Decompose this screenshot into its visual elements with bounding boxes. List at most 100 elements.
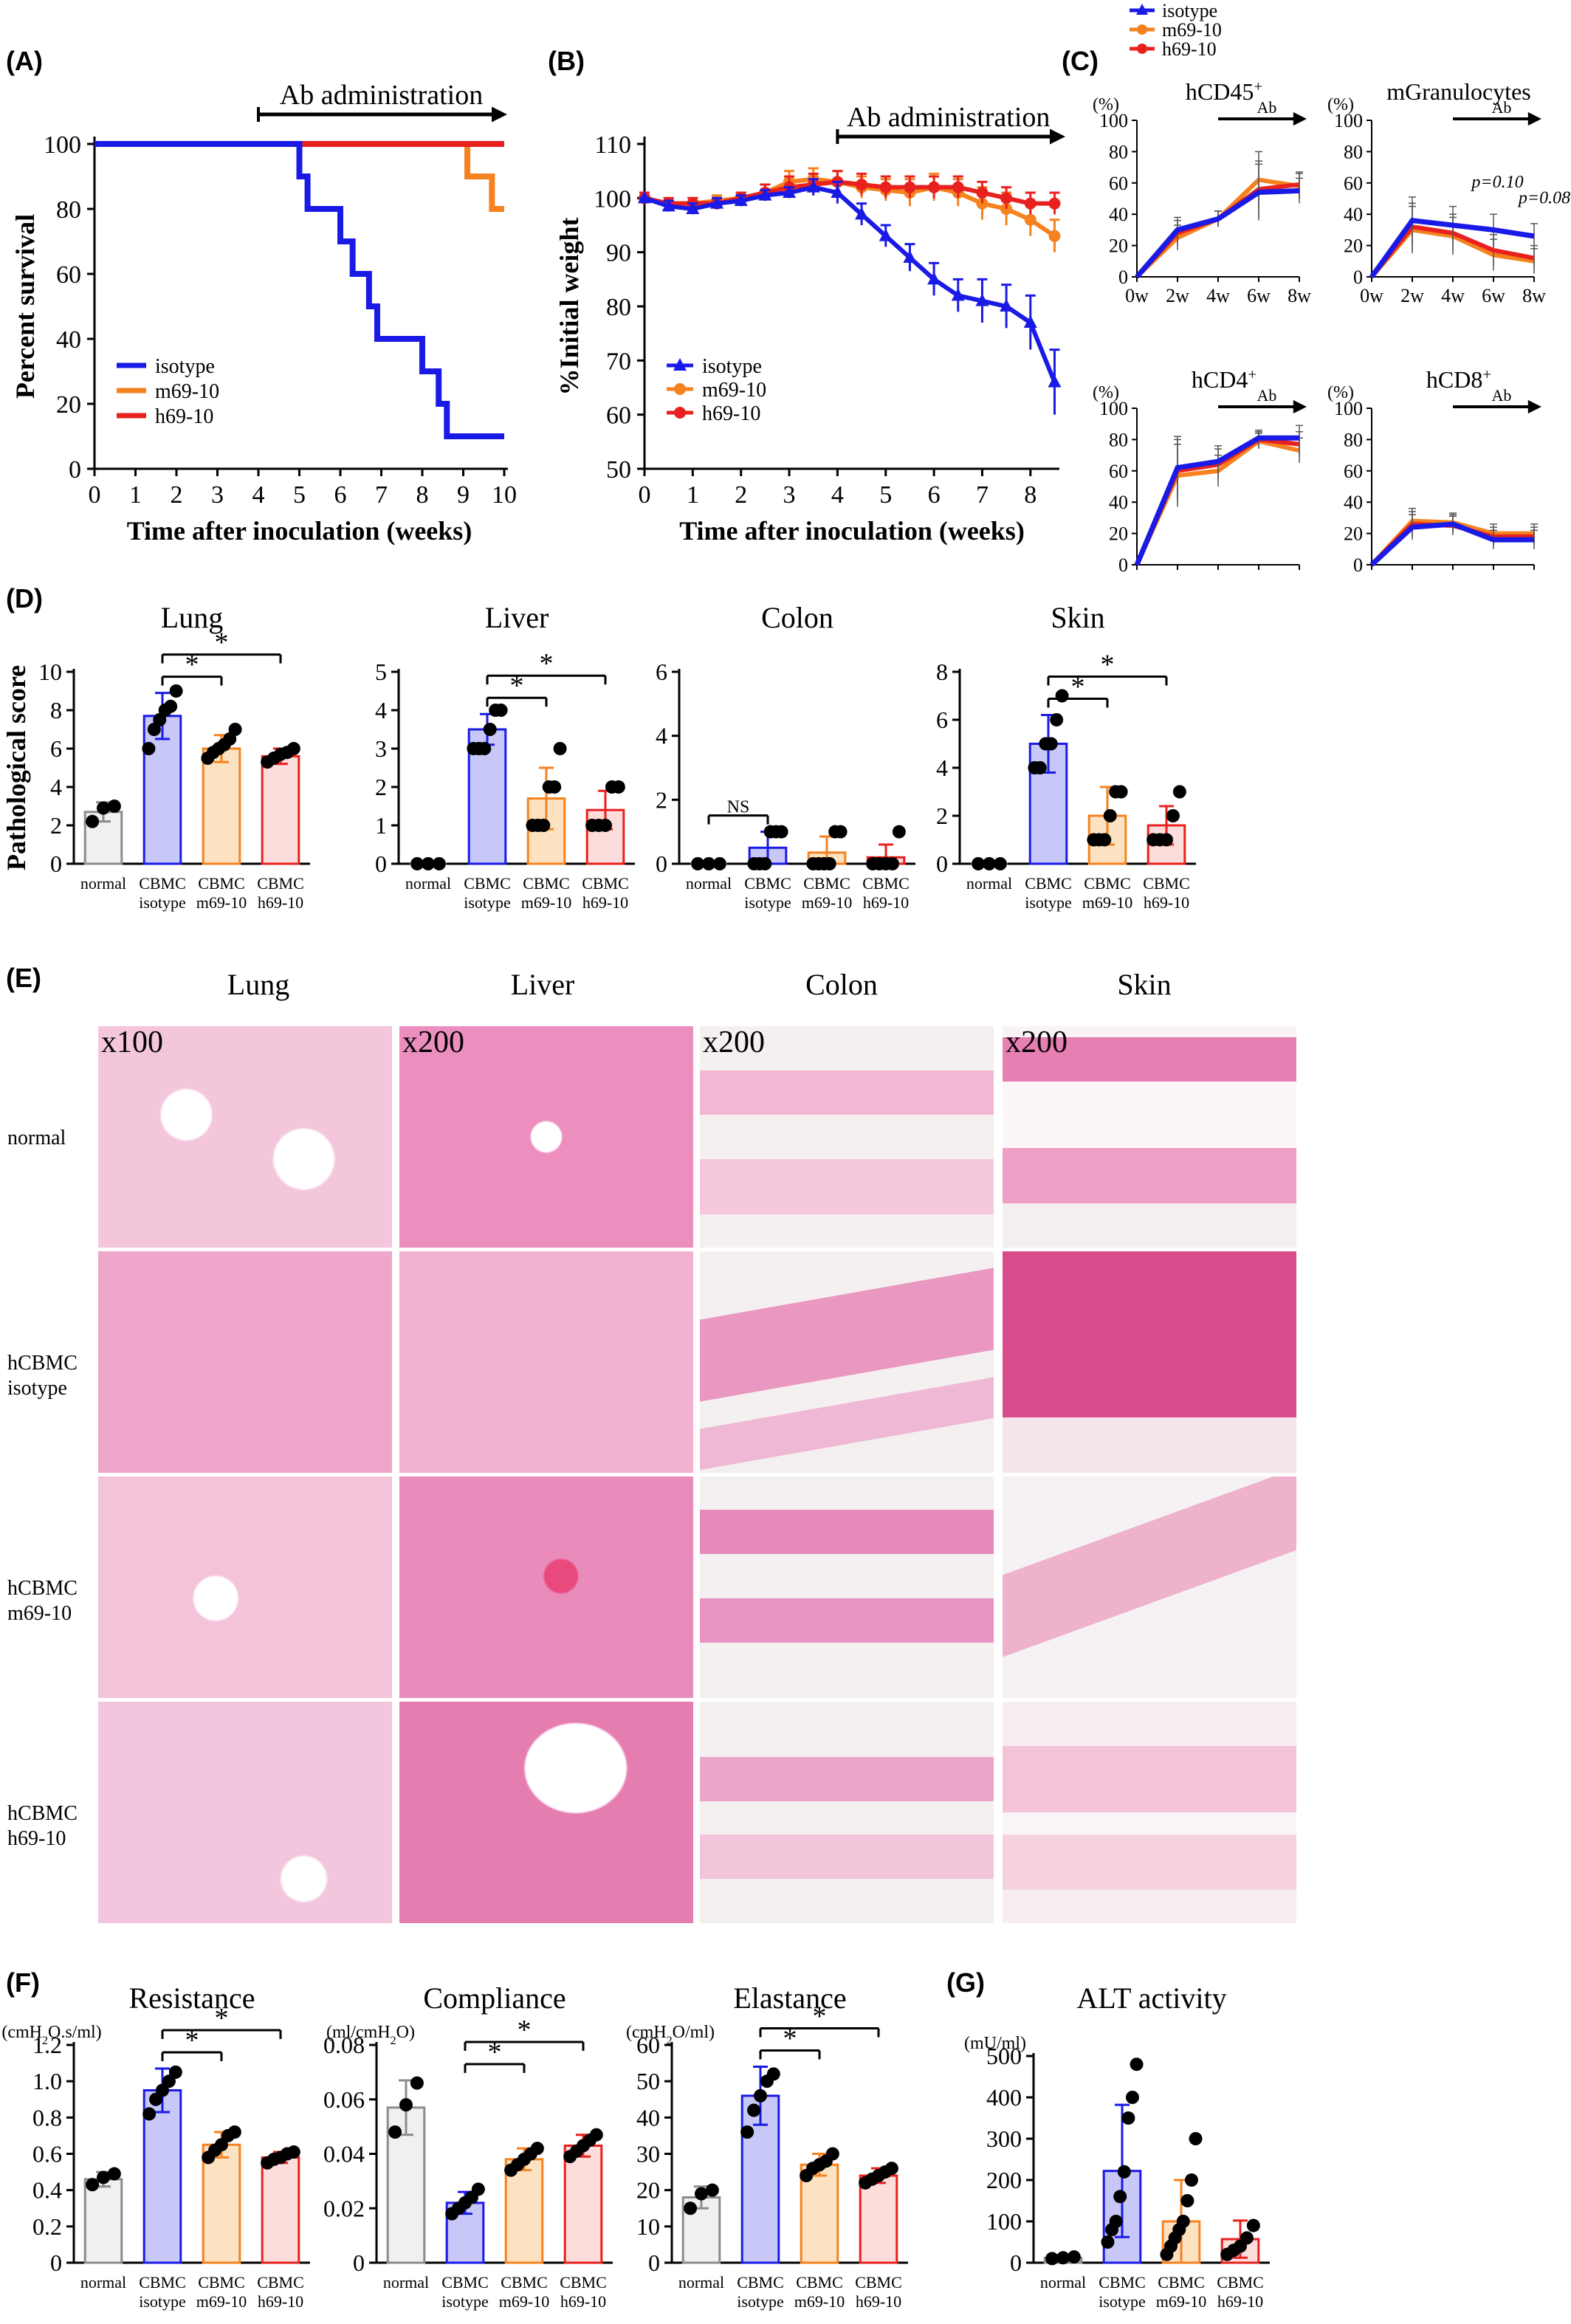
y-tick-label: 100 xyxy=(1334,110,1363,131)
annotation-label: Ab administration xyxy=(847,102,1050,133)
data-point xyxy=(410,2076,424,2090)
data-point xyxy=(951,288,965,301)
histology-row-label: normal xyxy=(7,1127,66,1149)
line-isotype xyxy=(1134,435,1299,566)
lung-function-and-alt-charts: 0 0.2 0.4 0.6 0.8 1.0 1.2 Resistance (cmH2O.s/ml… xyxy=(1,1981,1270,2311)
y-tick-label: 60 xyxy=(1109,461,1128,482)
y-tick-label: 20 xyxy=(1344,523,1363,545)
p-value-label: p=0.08 xyxy=(1517,188,1570,207)
y-axis-label: Percent survival xyxy=(10,214,40,399)
data-point xyxy=(774,825,788,839)
y-tick-label: 0 xyxy=(1118,554,1128,576)
y-tick-label: 0 xyxy=(69,456,81,484)
legend-label: m69-10 xyxy=(1162,19,1222,41)
x-tick-label: normal xyxy=(678,2273,724,2292)
data-point xyxy=(754,2088,767,2103)
y-tick-label: 80 xyxy=(1344,429,1363,450)
histology-row-label: hCBMC h69-10 xyxy=(7,1802,78,1850)
y-tick-label: 60 xyxy=(606,402,631,430)
data-point xyxy=(168,2065,182,2079)
x-tick-label: 8 xyxy=(1024,481,1037,509)
subchart-title: mGranulocytes xyxy=(1386,78,1531,105)
x-tick-label: m69-10 xyxy=(794,2292,845,2311)
data-point xyxy=(599,819,612,832)
annotation-label: Ab administration xyxy=(280,80,483,111)
data-point xyxy=(892,825,906,839)
x-tick-label: 4w xyxy=(1206,285,1230,306)
y-tick-label: 4 xyxy=(656,723,667,749)
data-point xyxy=(1166,809,1180,822)
weight-chart: 50 60 70 80 90 100 110 0 1 2 3 4 5 6 7 8 Time after inoc… xyxy=(554,102,1065,546)
chart-title: Colon xyxy=(761,601,833,634)
legend-label: h69-10 xyxy=(1162,38,1217,60)
data-point xyxy=(1189,2132,1203,2145)
data-point xyxy=(783,185,797,198)
y-tick-label: 500 xyxy=(986,2043,1022,2069)
data-point xyxy=(879,228,893,241)
y-tick-label: 1.0 xyxy=(32,2068,62,2094)
data-point xyxy=(734,193,748,206)
x-tick-label: normal xyxy=(405,874,451,893)
y-tick-label: 6 xyxy=(936,707,948,733)
data-point xyxy=(1125,2091,1139,2104)
x-tick-label: CBMC xyxy=(1143,874,1190,893)
data-point xyxy=(471,2182,485,2196)
line-h69-10 xyxy=(1135,182,1300,279)
x-tick-label: CBMC xyxy=(803,874,850,893)
data-point xyxy=(422,857,435,870)
x-axis-label: Time after inoculation (weeks) xyxy=(679,516,1025,546)
y-tick-label: 4 xyxy=(375,697,387,723)
x-tick-label: 6 xyxy=(928,481,941,509)
y-tick-label: 80 xyxy=(606,294,631,321)
significance-label: * xyxy=(215,628,229,659)
significance-label: * xyxy=(185,2025,199,2056)
data-point xyxy=(164,699,178,713)
data-point xyxy=(611,780,625,794)
significance-label: * xyxy=(488,2037,502,2068)
x-tick-label: CBMC xyxy=(862,874,910,893)
data-point xyxy=(686,202,700,214)
x-tick-label: 2w xyxy=(1400,285,1424,306)
x-tick-label: 5 xyxy=(293,481,306,509)
x-tick-label: 0 xyxy=(89,481,101,509)
panel-label-e: (E) xyxy=(6,963,41,993)
y-tick-label: 20 xyxy=(1109,523,1128,545)
y-tick-label: 100 xyxy=(1099,110,1128,131)
data-point xyxy=(758,857,772,870)
x-tick-label: 3 xyxy=(211,481,224,509)
data-point xyxy=(1056,2251,1070,2265)
y-tick-label: 80 xyxy=(1109,141,1128,162)
y-tick-label: 400 xyxy=(986,2084,1022,2111)
data-point xyxy=(927,272,941,285)
panel-label-d: (D) xyxy=(6,583,43,613)
x-tick-label: CBMC xyxy=(198,2273,245,2292)
x-tick-label: 8w xyxy=(1288,285,1311,306)
x-tick-label: 4w xyxy=(1441,285,1465,306)
data-point xyxy=(740,2125,754,2139)
x-tick-label: 0w xyxy=(1125,573,1149,576)
legend-label: h69-10 xyxy=(702,402,760,425)
y-tick-label: 40 xyxy=(636,2104,660,2131)
x-tick-label: 4w xyxy=(1441,573,1465,576)
significance-label: * xyxy=(783,2024,797,2055)
subchart-C-mGranulocytes: 0 20 40 60 80 100 0w 2w 4w 6w 8w (%) mGranulocytesAb… xyxy=(1327,78,1570,306)
annotation-label: Ab xyxy=(1257,386,1277,405)
x-tick-label: CBMC xyxy=(257,874,304,893)
x-tick-label: CBMC xyxy=(523,874,570,893)
data-point xyxy=(1101,2235,1115,2249)
annotation-label: Ab xyxy=(1492,386,1512,405)
data-point xyxy=(107,800,121,813)
y-tick-label: 8 xyxy=(50,697,62,723)
legend-marker xyxy=(1136,4,1148,15)
data-point xyxy=(142,2107,157,2121)
y-tick-label: 2 xyxy=(50,812,62,839)
data-point xyxy=(747,2103,761,2117)
significance-label: * xyxy=(1071,672,1085,703)
subchart-C-hCD45: 0 20 40 60 80 100 0w 2w 4w 6w 8w (%) hCD45+Ab xyxy=(1093,78,1311,307)
y-tick-label: 20 xyxy=(636,2177,660,2204)
histology-image xyxy=(399,1026,693,1248)
magnification-label: x200 xyxy=(402,1025,464,1059)
significance-label: NS xyxy=(727,798,750,817)
